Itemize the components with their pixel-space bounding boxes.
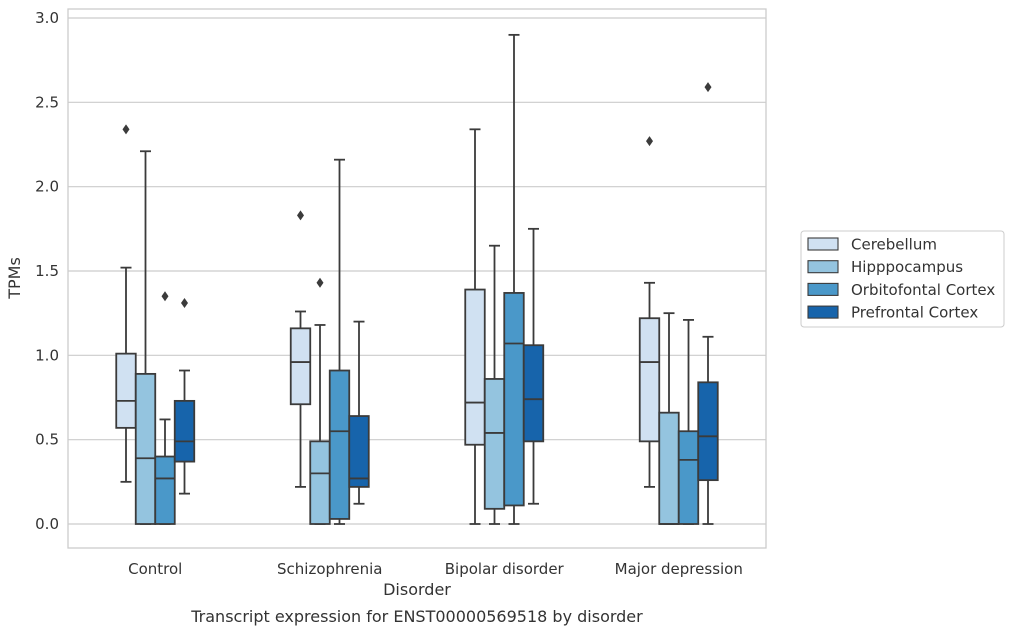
box-body [328, 369, 351, 520]
outlier-point [181, 298, 188, 309]
box-cerebellum [115, 124, 137, 483]
y-tick-label: 2.0 [35, 178, 59, 196]
box-prefrontal-cortex [522, 227, 545, 505]
x-tick-label: Major depression [615, 560, 743, 578]
box-cerebellum [289, 210, 312, 488]
legend-swatch [807, 282, 839, 296]
legend-label: Hipppocampus [851, 258, 963, 276]
box-prefrontal-cortex [173, 298, 196, 495]
box-body [522, 344, 545, 443]
box-body [115, 352, 137, 429]
chart-caption: Transcript expression for ENST0000056951… [190, 607, 643, 626]
legend-swatch [807, 305, 839, 319]
x-axis-title: Disorder [383, 580, 451, 599]
box-prefrontal-cortex [348, 320, 370, 505]
y-tick-labels: 0.0 0.5 1.0 1.5 2.0 2.5 3.0 [35, 9, 59, 533]
box-hipppocampus [134, 150, 157, 525]
outlier-point [122, 124, 130, 135]
box-body [348, 415, 370, 488]
box-body [154, 455, 176, 525]
outlier-point [316, 277, 324, 288]
box-body [134, 372, 157, 525]
box-orbitofontal-cortex [503, 33, 525, 525]
legend-items: Cerebellum Hipppocampus Orbitofontal Corte… [807, 236, 995, 322]
y-tick-label: 1.0 [35, 346, 59, 364]
x-tick-label: Schizophrenia [277, 560, 382, 578]
box-body [638, 317, 661, 443]
box-body [658, 411, 680, 525]
legend-label: Cerebellum [851, 236, 937, 254]
box-cerebellum [638, 136, 661, 488]
legend-frame [800, 230, 1005, 328]
box-body [464, 288, 486, 446]
box-body [503, 292, 525, 507]
x-tick-labels: Control Schizophrenia Bipolar disorder Majo… [128, 560, 743, 578]
legend: Cerebellum Hipppocampus Orbitofontal Corte… [800, 230, 1005, 328]
box-body [289, 327, 312, 406]
outlier-point [297, 210, 304, 221]
y-tick-label: 1.5 [35, 262, 59, 280]
plot-frame [67, 8, 767, 549]
boxes [115, 33, 719, 525]
x-tick-label: Bipolar disorder [445, 560, 565, 578]
box-cerebellum [464, 128, 486, 525]
y-tick-label: 0.0 [35, 515, 59, 533]
outlier-point [646, 136, 653, 147]
box-hipppocampus [309, 277, 331, 525]
outlier-point [161, 291, 169, 302]
box-orbitofontal-cortex [154, 291, 176, 525]
box-body [483, 378, 506, 510]
outlier-point [704, 82, 712, 93]
box-body [173, 399, 196, 463]
x-tick-label: Control [128, 560, 182, 578]
legend-swatch [807, 260, 839, 274]
legend-label: Orbitofontal Cortex [851, 281, 995, 299]
legend-label: Prefrontal Cortex [851, 304, 978, 322]
legend-swatch [807, 237, 839, 251]
box-hipppocampus [658, 312, 680, 525]
y-axis-title: TPMs [5, 257, 24, 300]
box-body [677, 430, 700, 525]
box-body [309, 440, 331, 525]
y-tick-label: 2.5 [35, 93, 59, 111]
box-body [697, 381, 719, 482]
y-tick-label: 0.5 [35, 431, 59, 449]
box-prefrontal-cortex [697, 82, 719, 525]
y-tick-label: 3.0 [35, 9, 59, 27]
